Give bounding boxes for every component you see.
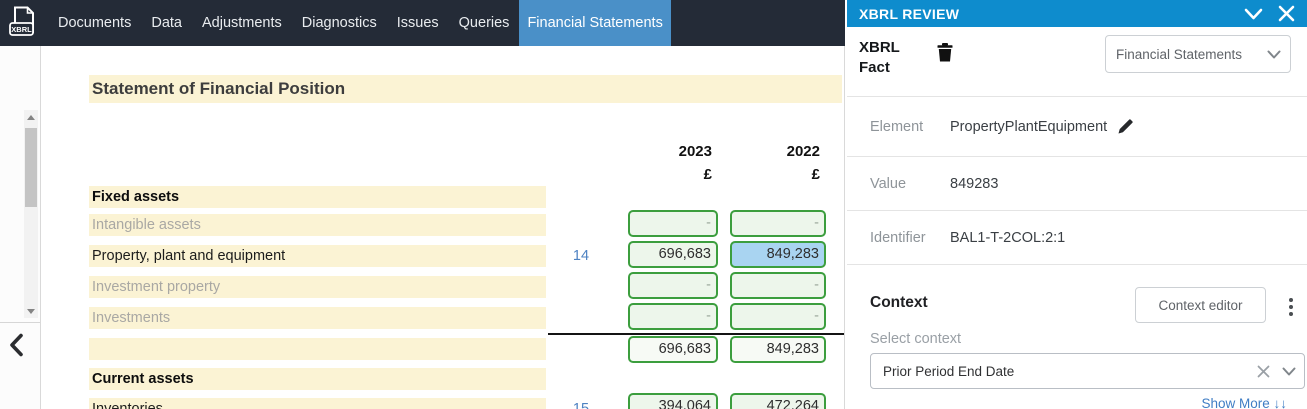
chevron-left-icon bbox=[10, 333, 23, 357]
row-label: Intangible assets bbox=[89, 214, 546, 236]
table-row: Property, plant and equipment 14 696,683… bbox=[41, 241, 844, 272]
left-strip bbox=[0, 46, 40, 409]
edit-element-button[interactable] bbox=[1117, 118, 1134, 135]
value-cell-2022[interactable]: - bbox=[730, 272, 826, 299]
value-cell-2023[interactable]: 696,683 bbox=[628, 241, 718, 268]
statement-document: Statement of Financial Position 2023 £ 2… bbox=[40, 46, 845, 409]
tab-data[interactable]: Data bbox=[151, 15, 182, 31]
value-cell-2023[interactable]: - bbox=[628, 272, 718, 299]
field-row-identifier: Identifier BAL1-T-2COL:2:1 bbox=[847, 211, 1307, 265]
value-cell-2023[interactable]: - bbox=[628, 210, 718, 237]
close-icon bbox=[1278, 5, 1295, 22]
context-select[interactable]: Prior Period End Date bbox=[870, 353, 1305, 389]
table-row: Inventories 15 394,064 472,264 bbox=[41, 393, 844, 409]
edit-pencil-icon bbox=[1118, 119, 1133, 134]
fact-label: XBRL Fact bbox=[859, 39, 900, 76]
note-reference[interactable]: 15 bbox=[572, 401, 590, 409]
main-region: XBRL Documents Data Adjustments Diagnost… bbox=[0, 0, 845, 409]
svg-text:XBRL: XBRL bbox=[11, 25, 32, 34]
chevron-down-icon bbox=[1282, 367, 1296, 375]
panel-header: XBRL REVIEW bbox=[847, 0, 1307, 27]
chevron-down-icon bbox=[1267, 50, 1281, 58]
context-heading: Context bbox=[870, 294, 928, 311]
table-row: Investments - - bbox=[41, 303, 844, 334]
field-label: Value bbox=[870, 175, 907, 192]
value-cell-2022[interactable]: - bbox=[730, 303, 826, 330]
document-dropdown[interactable]: Financial Statements bbox=[1105, 35, 1291, 73]
currency-symbol: £ bbox=[703, 166, 712, 183]
row-label: Investment property bbox=[89, 276, 546, 298]
nav-tabs: Documents Data Adjustments Diagnostics I… bbox=[48, 0, 671, 46]
table-row-total: 696,683 849,283 bbox=[41, 333, 844, 367]
identifier-value: BAL1-T-2COL:2:1 bbox=[950, 229, 1066, 246]
tab-adjustments[interactable]: Adjustments bbox=[201, 15, 282, 31]
column-header-2023: 2023 £ bbox=[628, 140, 712, 186]
statement-title: Statement of Financial Position bbox=[89, 75, 842, 103]
note-reference[interactable]: 14 bbox=[572, 248, 590, 264]
document-dropdown-value: Financial Statements bbox=[1116, 46, 1243, 62]
top-nav-bar: XBRL Documents Data Adjustments Diagnost… bbox=[0, 0, 845, 46]
section-label: Current assets bbox=[89, 368, 546, 390]
value-cell-2022[interactable]: 472,264 bbox=[730, 393, 826, 409]
context-select-value: Prior Period End Date bbox=[883, 363, 1015, 379]
tab-queries[interactable]: Queries bbox=[458, 15, 510, 31]
value-value: 849283 bbox=[950, 175, 999, 192]
value-cell-2022[interactable]: - bbox=[730, 210, 826, 237]
tab-issues[interactable]: Issues bbox=[396, 15, 439, 31]
section-label: Fixed assets bbox=[89, 186, 546, 208]
clear-x-icon bbox=[1257, 365, 1270, 377]
trash-icon bbox=[937, 43, 953, 62]
strip-divider bbox=[0, 322, 40, 323]
context-editor-button[interactable]: Context editor bbox=[1135, 287, 1266, 323]
context-section-header: Context Context editor bbox=[847, 286, 1307, 326]
currency-symbol: £ bbox=[811, 166, 820, 183]
chevron-down-icon bbox=[1244, 8, 1263, 19]
row-label: Property, plant and equipment bbox=[89, 245, 546, 267]
table-row: Fixed assets bbox=[41, 186, 844, 210]
value-cell-2022-selected[interactable]: 849,283 bbox=[730, 241, 826, 268]
clear-context-button[interactable] bbox=[1257, 365, 1270, 378]
scroll-up-icon[interactable] bbox=[24, 110, 38, 124]
tab-documents[interactable]: Documents bbox=[58, 15, 132, 31]
element-value: PropertyPlantEquipment bbox=[950, 118, 1108, 135]
scrollbar-thumb[interactable] bbox=[25, 128, 37, 207]
table-row: Current assets bbox=[41, 368, 844, 392]
panel-collapse-button[interactable] bbox=[1244, 7, 1263, 21]
column-header-2022: 2022 £ bbox=[730, 140, 820, 186]
xbrl-fact-row: XBRL Fact Financial Statements bbox=[847, 27, 1307, 97]
scroll-down-icon[interactable] bbox=[24, 304, 38, 318]
tab-diagnostics[interactable]: Diagnostics bbox=[301, 15, 377, 31]
total-cell-2023[interactable]: 696,683 bbox=[628, 336, 718, 363]
select-context-label: Select context bbox=[870, 331, 962, 347]
show-more-link[interactable]: Show More ↓↓ bbox=[1201, 396, 1287, 409]
field-label: Element bbox=[870, 118, 924, 135]
row-label: Inventories bbox=[89, 398, 546, 409]
value-cell-2023[interactable]: - bbox=[628, 303, 718, 330]
table-row: Intangible assets - - bbox=[41, 210, 844, 241]
xbrl-file-icon: XBRL bbox=[9, 6, 34, 36]
collapse-panel-button[interactable] bbox=[5, 330, 28, 363]
xbrl-review-panel: XBRL REVIEW XBRL Fact bbox=[845, 0, 1307, 409]
tab-financial-statements[interactable]: Financial Statements bbox=[519, 0, 671, 46]
total-cell-2022[interactable]: 849,283 bbox=[730, 336, 826, 363]
total-rule bbox=[548, 333, 844, 335]
row-label: Investments bbox=[89, 307, 546, 329]
panel-title: XBRL REVIEW bbox=[859, 5, 960, 22]
table-row: Investment property - - bbox=[41, 272, 844, 303]
value-cell-2023[interactable]: 394,064 bbox=[628, 393, 718, 409]
field-row-value: Value 849283 bbox=[847, 157, 1307, 211]
kebab-menu-icon[interactable] bbox=[1287, 296, 1295, 318]
open-context-dropdown-button[interactable] bbox=[1282, 367, 1296, 376]
field-row-element: Element PropertyPlantEquipment bbox=[847, 97, 1307, 157]
row-label bbox=[89, 338, 546, 360]
delete-fact-button[interactable] bbox=[937, 43, 953, 65]
field-label: Identifier bbox=[870, 229, 926, 246]
panel-close-button[interactable] bbox=[1278, 5, 1295, 22]
vertical-scrollbar[interactable] bbox=[24, 110, 38, 318]
workspace: Statement of Financial Position 2023 £ 2… bbox=[0, 46, 845, 409]
